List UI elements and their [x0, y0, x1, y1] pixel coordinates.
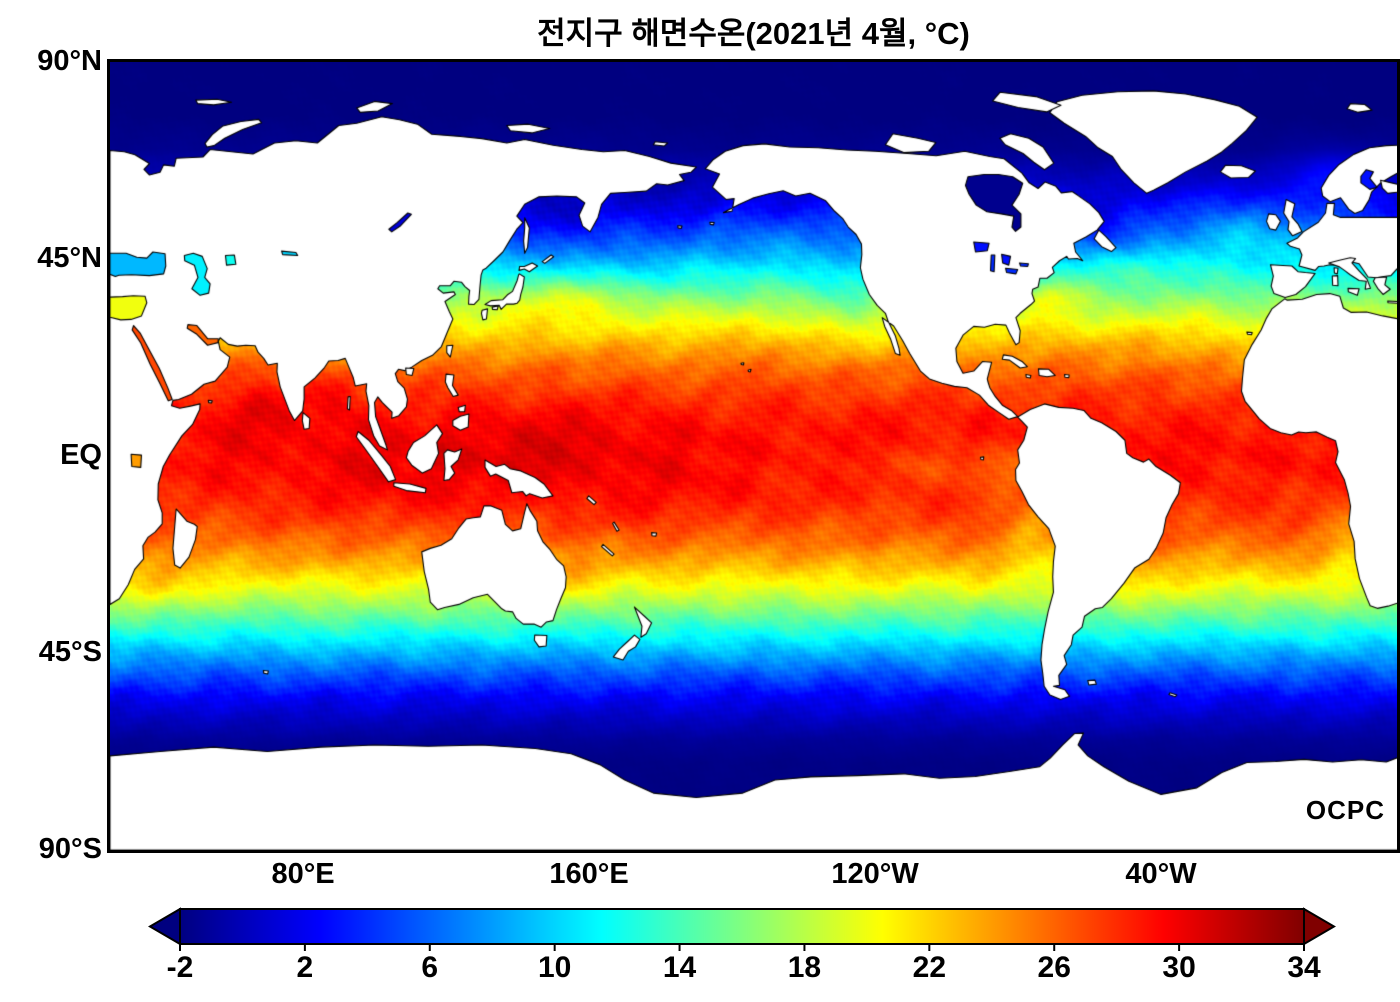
colorbar-tick-label: 30	[1162, 951, 1196, 984]
colorbar-tick-marks	[179, 944, 1305, 951]
colorbar-gradient	[179, 908, 1305, 945]
y-axis-label: 45°S	[38, 636, 102, 668]
colorbar-tick-label: 22	[912, 951, 947, 984]
colorbar-tick-label: 2	[296, 951, 314, 984]
colorbar-tick-label: 14	[662, 951, 697, 984]
map-frame	[107, 59, 1400, 853]
y-axis-label: EQ	[60, 439, 102, 471]
y-axis-label: 90°S	[38, 833, 102, 865]
colorbar-tick-label: 10	[537, 951, 572, 984]
colorbar-right-arrow	[1303, 907, 1336, 946]
watermark-ocpc: OCPC	[1305, 795, 1385, 825]
colorbar	[148, 907, 1336, 951]
colorbar-tick-label: 34	[1287, 951, 1321, 984]
colorbar-tick-label: 18	[787, 951, 822, 984]
x-axis-label: 120°W	[831, 858, 919, 890]
colorbar-tick-label: -2	[166, 951, 194, 984]
y-axis-label: 45°N	[37, 242, 102, 274]
x-axis-label: 80°E	[271, 858, 335, 890]
x-axis-label: 40°W	[1125, 858, 1197, 890]
chart-title: 전지구 해면수온(2021년 4월, °C)	[537, 16, 970, 51]
colorbar-tick-label: 6	[421, 951, 439, 984]
y-axis-label: 90°N	[37, 45, 102, 77]
colorbar-left-arrow	[148, 907, 181, 946]
colorbar-tick-label: 26	[1037, 951, 1071, 984]
sst-map-canvas	[110, 62, 1397, 850]
x-axis-label: 160°E	[549, 858, 629, 890]
